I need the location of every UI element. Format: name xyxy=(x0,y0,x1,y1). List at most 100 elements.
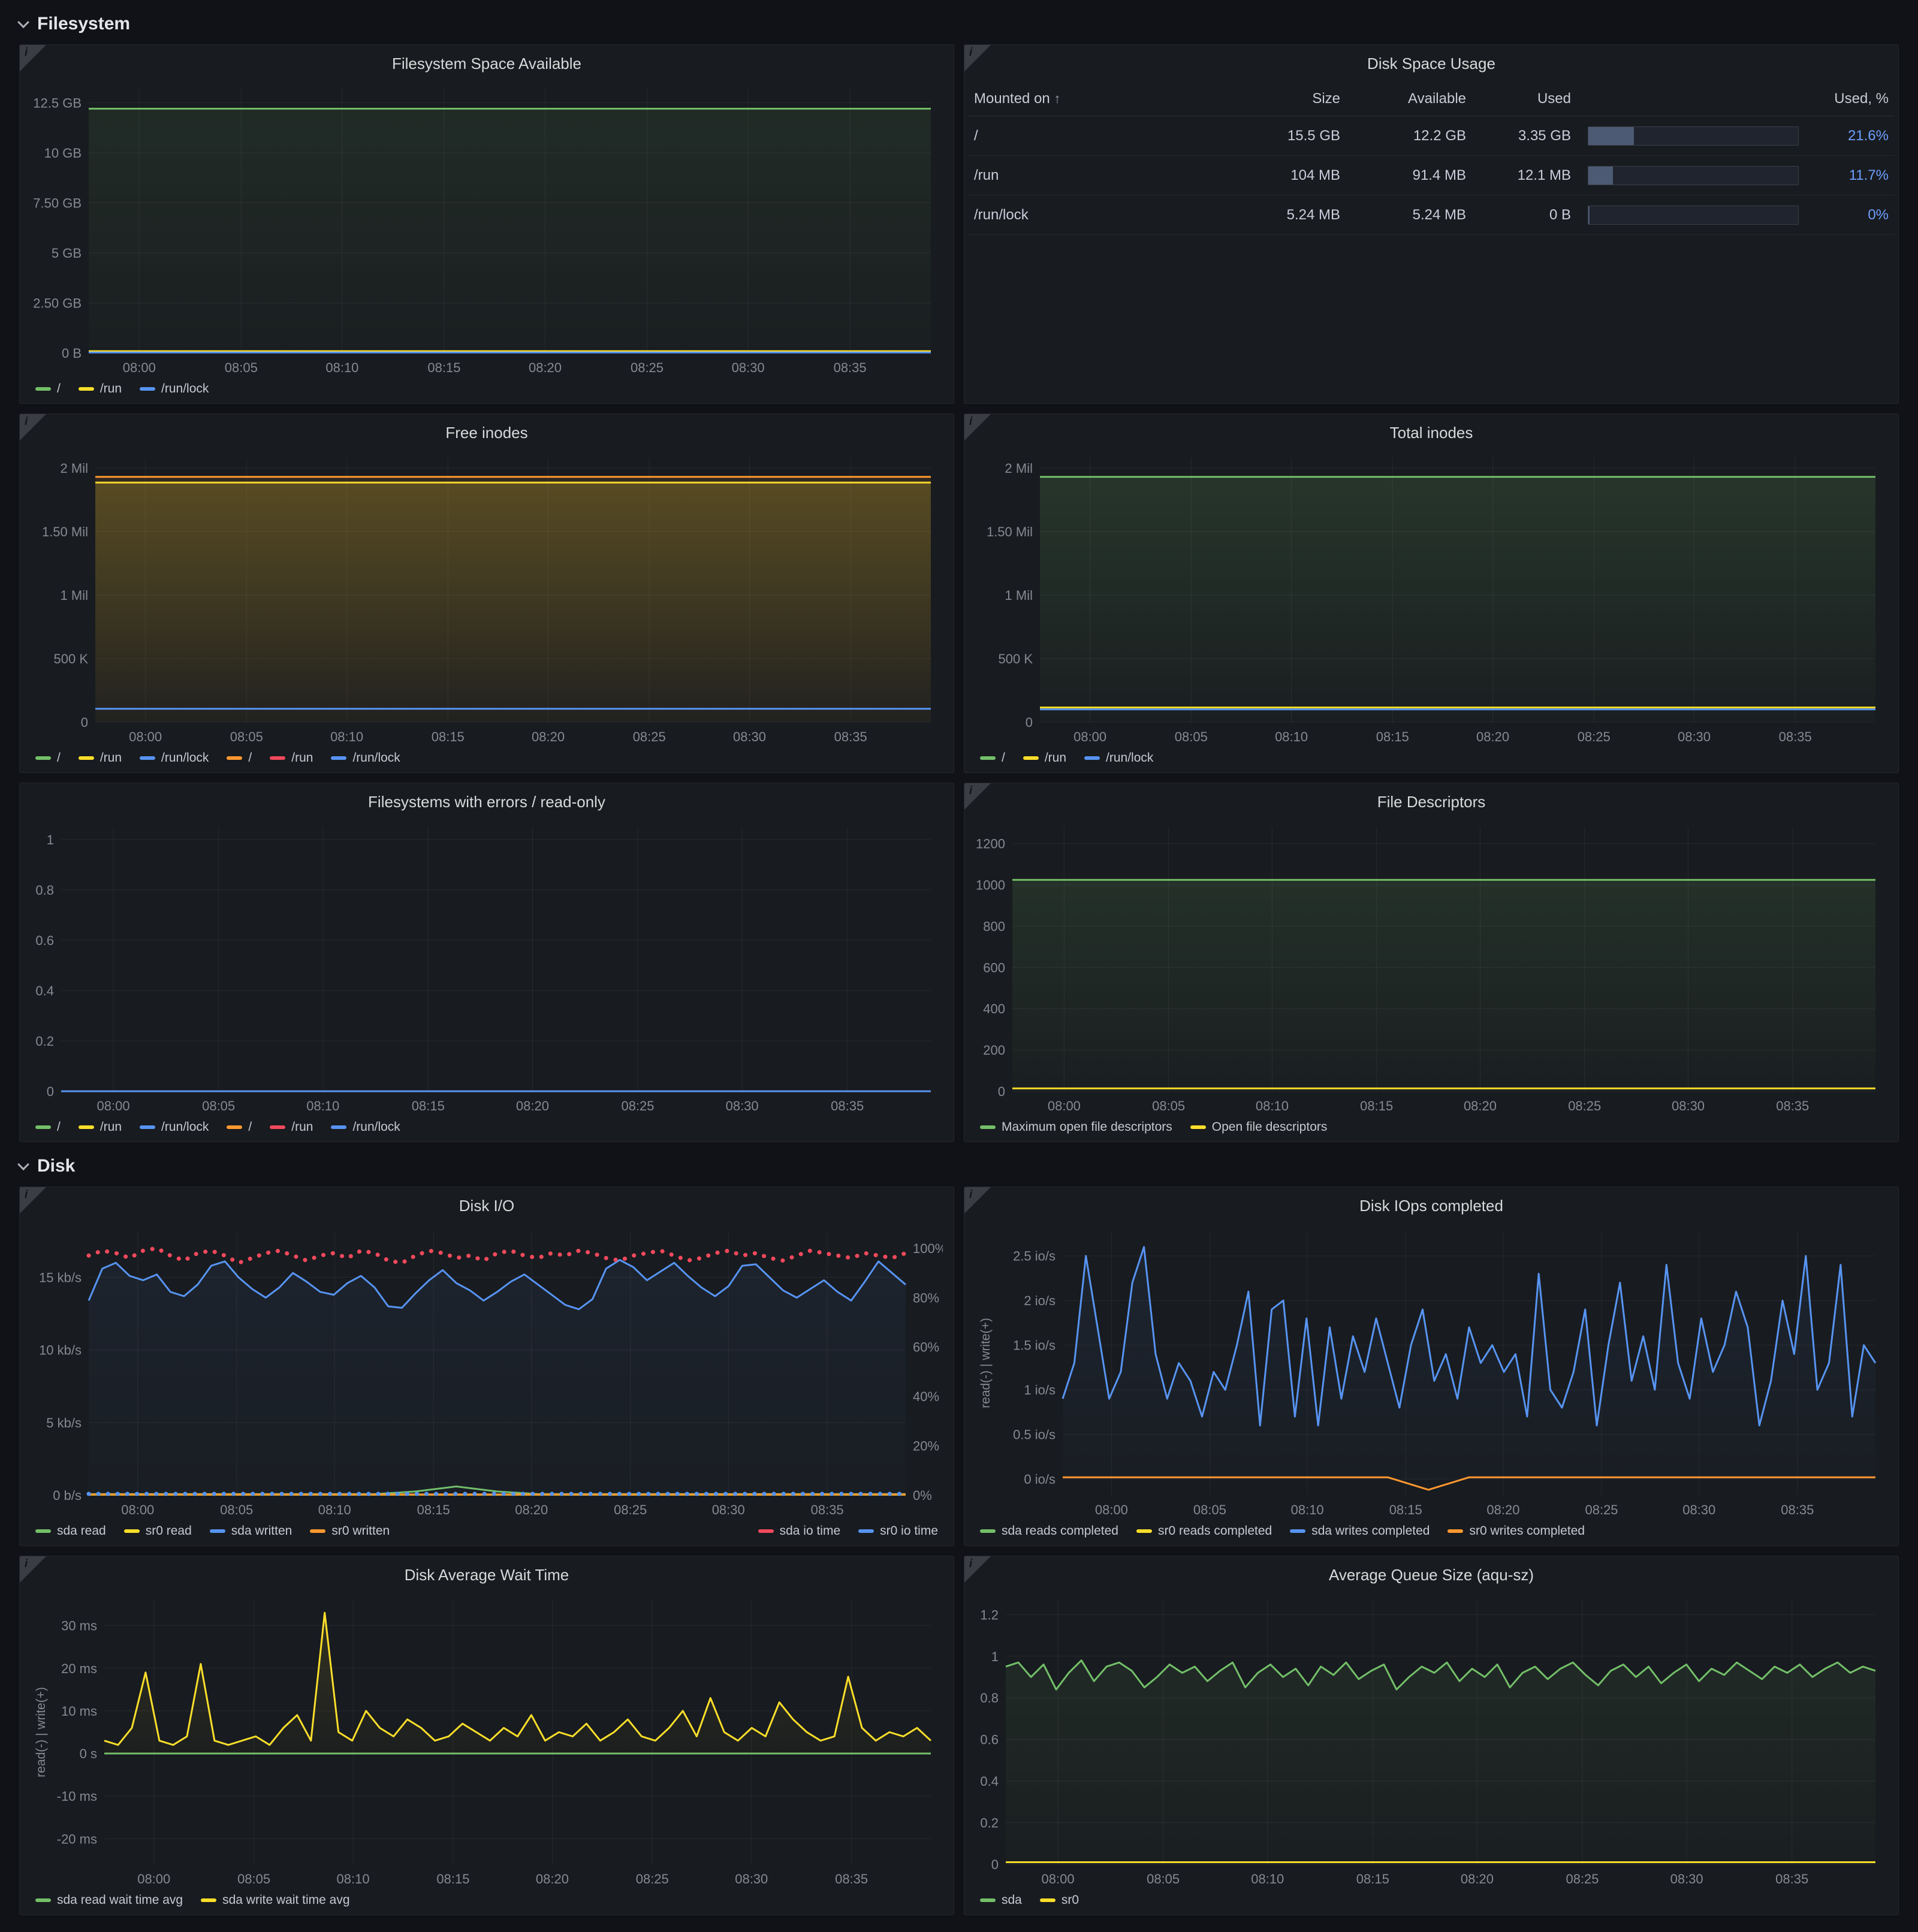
svg-text:08:05: 08:05 xyxy=(237,1871,270,1886)
panel-title[interactable]: Disk Space Usage xyxy=(1367,55,1495,73)
legend-item[interactable]: / xyxy=(227,1120,252,1134)
column-header-available[interactable]: Available xyxy=(1408,90,1466,107)
panel-title[interactable]: Average Queue Size (aqu-sz) xyxy=(1328,1566,1534,1584)
used-percent-bar xyxy=(1571,126,1799,146)
legend-item[interactable]: /run/lock xyxy=(140,1120,209,1134)
panel-title[interactable]: Filesystems with errors / read-only xyxy=(368,793,605,811)
legend-item[interactable]: /run xyxy=(78,751,122,765)
svg-text:5 kb/s: 5 kb/s xyxy=(46,1415,82,1430)
file-descriptors-chart[interactable]: 0 200 400 600 800 1000 1200 08:00 08:05 08:10 08:1… xyxy=(975,817,1887,1115)
svg-text:1.2: 1.2 xyxy=(980,1607,999,1622)
svg-text:08:05: 08:05 xyxy=(1175,729,1208,744)
chart-legend: / /run/run/lock / /run/run/lock xyxy=(31,1115,943,1136)
legend-item[interactable]: / xyxy=(980,751,1005,765)
legend-item[interactable]: sr0 written xyxy=(310,1524,390,1538)
panel-title[interactable]: Disk Average Wait Time xyxy=(404,1566,569,1584)
legend-item[interactable]: sda read xyxy=(35,1524,106,1538)
info-icon: i xyxy=(969,1188,973,1201)
info-icon: i xyxy=(25,1188,28,1201)
svg-text:08:00: 08:00 xyxy=(1095,1502,1128,1517)
section-title: Filesystem xyxy=(37,14,131,34)
svg-text:08:10: 08:10 xyxy=(337,1871,370,1886)
svg-text:0 s: 0 s xyxy=(80,1746,97,1761)
filesystems-errors-chart[interactable]: 0 0.2 0.4 0.6 0.8 1 08:00 08:05 08:10 08:15 08:20 0… xyxy=(31,817,943,1115)
legend-item[interactable]: sr0 read xyxy=(123,1524,192,1538)
legend-item[interactable]: /run/lock xyxy=(140,382,209,396)
legend-item[interactable]: /run xyxy=(270,751,313,765)
column-header-mounted-on[interactable]: Mounted on ↑ xyxy=(974,90,1061,107)
used-percent-bar xyxy=(1571,205,1799,225)
legend-item[interactable]: Maximum open file descriptors xyxy=(980,1120,1172,1134)
total-inodes-chart[interactable]: 0 500 K 1 Mil 1.50 Mil 2 Mil 08:00 08:05 08:10 0… xyxy=(975,448,1887,746)
svg-text:08:25: 08:25 xyxy=(1585,1502,1618,1517)
disk-io-chart[interactable]: 0 b/s 5 kb/s 10 kb/s 15 kb/s 0% 20% 40% 60% 80% 1… xyxy=(31,1221,943,1519)
column-header-size[interactable]: Size xyxy=(1312,90,1340,107)
panel-row: i Filesystem Space Available 0 B 2.50 GB 5… xyxy=(19,44,1899,404)
legend-item[interactable]: sda reads completed xyxy=(980,1524,1118,1538)
column-header-used-pct[interactable]: Used, % xyxy=(1834,90,1889,107)
legend-item[interactable]: / xyxy=(35,1120,61,1134)
free-inodes-chart[interactable]: 0 500 K 1 Mil 1.50 Mil 2 Mil 08:00 08:05 08:10 0… xyxy=(31,448,943,746)
panel-title[interactable]: Disk I/O xyxy=(459,1197,515,1215)
svg-text:60%: 60% xyxy=(913,1340,939,1355)
svg-text:08:00: 08:00 xyxy=(123,360,156,375)
legend-item[interactable]: /run/lock xyxy=(331,1120,400,1134)
legend-item[interactable]: sda written xyxy=(209,1524,292,1538)
panel-title[interactable]: Filesystem Space Available xyxy=(391,55,581,73)
svg-text:1.5 io/s: 1.5 io/s xyxy=(1013,1338,1055,1353)
svg-text:08:20: 08:20 xyxy=(516,1098,549,1113)
disk-wait-time-chart[interactable]: -20 ms -10 ms 0 s 10 ms 20 ms 30 ms 08:00 08:05… xyxy=(31,1590,943,1888)
queue-size-chart[interactable]: 0 0.2 0.4 0.6 0.8 1 1.2 08:00 08:05 08:10 08:15 08:… xyxy=(975,1590,1887,1888)
legend-item[interactable]: sda read wait time avg xyxy=(35,1893,183,1907)
info-icon: i xyxy=(969,415,973,428)
svg-text:08:10: 08:10 xyxy=(325,360,358,375)
filesystem-space-available-chart[interactable]: 0 B 2.50 GB 5 GB 7.50 GB 10 GB 12.5 GB 08:00 08… xyxy=(31,79,943,377)
legend-item[interactable]: /run xyxy=(78,1120,122,1134)
svg-text:1 Mil: 1 Mil xyxy=(61,588,88,603)
legend-item[interactable]: sr0 io time xyxy=(858,1524,938,1538)
legend-item[interactable]: /run xyxy=(270,1120,313,1134)
section-header-disk[interactable]: Disk xyxy=(17,1152,1899,1181)
column-header-used[interactable]: Used xyxy=(1537,90,1571,107)
section-header-filesystem[interactable]: Filesystem xyxy=(17,10,1899,38)
legend-item[interactable]: / xyxy=(35,751,61,765)
legend-item[interactable]: sr0 reads completed xyxy=(1136,1524,1272,1538)
disk-iops-chart[interactable]: 0 io/s 0.5 io/s 1 io/s 1.5 io/s 2 io/s 2.5 io… xyxy=(975,1221,1887,1519)
legend-item[interactable]: /run/lock xyxy=(1084,751,1153,765)
panel-title[interactable]: File Descriptors xyxy=(1377,793,1486,811)
legend-item[interactable]: sda writes completed xyxy=(1290,1524,1430,1538)
legend-item[interactable]: /run/lock xyxy=(140,751,209,765)
panel-title[interactable]: Free inodes xyxy=(445,424,528,442)
svg-text:0 io/s: 0 io/s xyxy=(1024,1472,1055,1487)
legend-item[interactable]: /run xyxy=(78,382,122,396)
legend-item[interactable]: sda xyxy=(980,1893,1022,1907)
svg-text:08:25: 08:25 xyxy=(633,729,666,744)
legend-item[interactable]: Open file descriptors xyxy=(1190,1120,1327,1134)
legend-item[interactable]: /run xyxy=(1023,751,1066,765)
panel-filesystems-with-errors: Filesystems with errors / read-only 0 0.2… xyxy=(19,783,954,1142)
legend-item[interactable]: sda write wait time avg xyxy=(201,1893,350,1907)
panel-row: i Disk I/O 0 b/s 5 kb/s 10 kb/s 15 kb/s 0% 20… xyxy=(19,1187,1899,1546)
svg-text:5 GB: 5 GB xyxy=(52,246,82,261)
legend-item[interactable]: /run/lock xyxy=(331,751,400,765)
used-percent-value: 0% xyxy=(1868,206,1889,223)
svg-text:20%: 20% xyxy=(913,1439,939,1454)
panel-disk-io: i Disk I/O 0 b/s 5 kb/s 10 kb/s 15 kb/s 0% 20… xyxy=(19,1187,954,1546)
svg-text:100%: 100% xyxy=(913,1241,943,1256)
svg-text:500 K: 500 K xyxy=(999,651,1033,666)
panel-title[interactable]: Total inodes xyxy=(1389,424,1473,442)
legend-item[interactable]: sr0 writes completed xyxy=(1447,1524,1585,1538)
svg-text:0.6: 0.6 xyxy=(35,933,54,948)
svg-text:08:00: 08:00 xyxy=(97,1098,130,1113)
info-icon: i xyxy=(25,415,28,428)
used-cell: 12.1 MB xyxy=(1517,167,1571,183)
legend-item[interactable]: / xyxy=(35,382,61,396)
legend-item[interactable]: / xyxy=(227,751,252,765)
svg-text:08:25: 08:25 xyxy=(1578,729,1611,744)
svg-text:08:00: 08:00 xyxy=(137,1871,170,1886)
legend-item[interactable]: sr0 xyxy=(1039,1893,1079,1907)
legend-item[interactable]: sda io time xyxy=(758,1524,840,1538)
panel-title[interactable]: Disk IOps completed xyxy=(1359,1197,1503,1215)
svg-text:1 io/s: 1 io/s xyxy=(1024,1382,1055,1397)
svg-text:08:35: 08:35 xyxy=(834,360,867,375)
